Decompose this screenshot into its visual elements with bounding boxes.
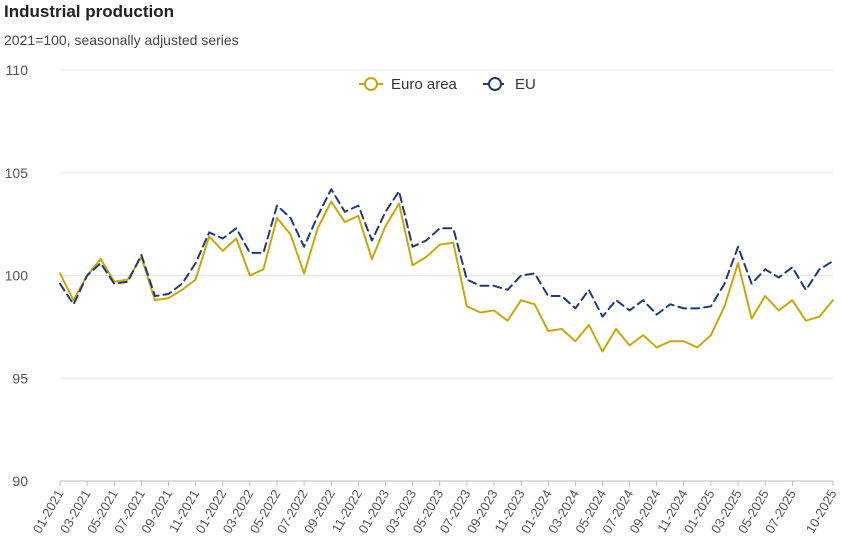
series-line-eu [59,188,834,318]
legend-label: EU [515,76,536,93]
legend-label: Euro area [391,76,458,93]
grid-lines [60,69,833,379]
y-tick-label: 100 [5,268,29,284]
legend-marker-icon [488,77,502,91]
chart-subtitle: 2021=100, seasonally adjusted series [4,32,239,48]
x-tick-label: 10-2025 [803,487,840,536]
y-tick-label: 105 [5,165,29,181]
series-lines [59,188,834,353]
legend-marker-icon [364,77,378,91]
y-tick-label: 95 [12,370,28,386]
chart-title: Industrial production [4,2,174,21]
legend: Euro area EU [359,76,536,93]
y-axis-ticks: 90 95 100 105 110 [5,62,29,489]
y-tick-label: 90 [12,473,28,489]
x-axis-ticks: 01-202103-202105-202107-202109-202111-20… [30,481,840,536]
series-line-euro-area [59,200,834,353]
y-tick-label: 110 [6,62,29,78]
